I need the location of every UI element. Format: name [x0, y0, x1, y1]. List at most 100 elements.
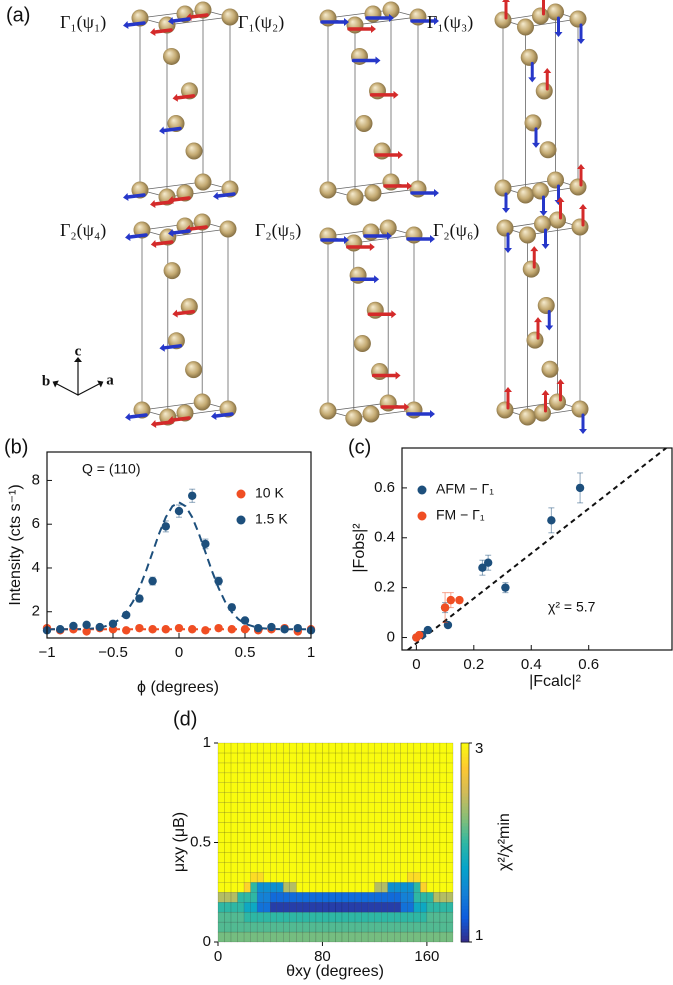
- heatmap-cell: [230, 742, 238, 754]
- heatmap-cell: [374, 872, 382, 883]
- heatmap-cell: [302, 872, 310, 883]
- heatmap-cell: [283, 792, 291, 803]
- arrow-head: [74, 357, 82, 362]
- heatmap-cell: [289, 792, 297, 803]
- arrow-head: [393, 90, 399, 99]
- heatmap-cell: [413, 892, 421, 903]
- atom: [319, 227, 337, 245]
- heatmap-cell: [217, 892, 225, 903]
- heatmap-cell: [283, 762, 291, 774]
- heatmap-cell: [341, 782, 349, 793]
- heatmap-cell: [335, 772, 343, 783]
- heatmap-cell: [407, 822, 415, 833]
- heatmap-cell: [302, 902, 310, 913]
- colorbar-step: [461, 759, 469, 764]
- heatmap-cell: [433, 852, 441, 863]
- arrow-head: [541, 244, 550, 249]
- heatmap-cell: [283, 862, 291, 873]
- heatmap-cell: [433, 872, 441, 883]
- heatmap-cell: [270, 742, 277, 754]
- heatmap-cell: [394, 782, 401, 793]
- heatmap-cell: [309, 822, 317, 833]
- heatmap-cell: [230, 872, 238, 883]
- heatmap-cell: [315, 902, 323, 913]
- colorbar-step: [461, 809, 469, 814]
- arrow-head: [395, 371, 401, 380]
- heatmap-cell: [446, 792, 454, 803]
- arrow-head: [168, 196, 174, 204]
- heatmap-cell: [256, 822, 264, 833]
- heatmap-cell: [296, 762, 304, 774]
- heatmap-cell: [289, 931, 297, 943]
- heatmap-cell: [380, 892, 388, 903]
- heatmap-cell: [289, 862, 297, 873]
- arrow-head: [579, 429, 587, 434]
- heatmap-cell: [367, 921, 375, 933]
- heatmap-cell: [270, 772, 277, 783]
- atom: [405, 226, 423, 244]
- heatmap-cell: [446, 742, 454, 754]
- heatmap-cell: [348, 762, 356, 774]
- atom: [362, 223, 380, 241]
- heatmap-cell: [283, 802, 291, 813]
- data-point: [547, 516, 556, 525]
- heatmap-cell: [263, 882, 271, 893]
- heatmap-cell: [250, 772, 258, 783]
- heatmap-cell: [230, 862, 238, 873]
- heatmap-cell: [243, 802, 251, 813]
- heatmap-cell: [270, 842, 277, 853]
- heatmap-cell: [361, 872, 369, 883]
- data-point: [446, 595, 456, 605]
- heatmap-cell: [433, 862, 441, 873]
- heatmap-cell: [237, 902, 245, 913]
- heatmap-cell: [243, 862, 251, 873]
- arrow-head: [168, 229, 174, 237]
- heatmap-cell: [322, 852, 330, 863]
- arrow-head: [528, 77, 537, 83]
- heatmap-cell: [328, 802, 336, 813]
- heatmap-cell: [296, 921, 304, 933]
- heatmap-cell: [407, 911, 415, 923]
- heatmap-cell: [413, 762, 421, 774]
- heatmap-cell: [341, 772, 349, 783]
- colorbar-step: [461, 852, 469, 857]
- atom: [345, 234, 363, 252]
- heatmap-cell: [341, 862, 349, 873]
- arrow-head: [391, 310, 397, 319]
- heatmap-cell: [335, 742, 343, 754]
- heatmap-cell: [400, 921, 408, 933]
- heatmap-cell: [341, 752, 349, 764]
- heatmap-cell: [413, 852, 421, 863]
- arrow-head: [532, 142, 540, 148]
- annotation: χ² = 5.7: [548, 599, 596, 615]
- heatmap-cell: [407, 752, 415, 764]
- heatmap-cell: [341, 762, 349, 774]
- colorbar-step: [461, 908, 469, 913]
- heatmap-cell: [394, 882, 401, 893]
- heatmap-cell: [302, 862, 310, 873]
- heatmap-cell: [289, 742, 297, 754]
- heatmap-cell: [230, 782, 238, 793]
- heatmap-cell: [380, 921, 388, 933]
- heatmap-cell: [348, 842, 356, 853]
- data-point: [148, 576, 157, 586]
- heatmap-cell: [348, 852, 356, 863]
- heatmap-cell: [217, 782, 225, 793]
- heatmap-cell: [309, 872, 317, 883]
- heatmap-cell: [341, 842, 349, 853]
- colorbar-step: [461, 796, 469, 800]
- y-tick-label: 0.6: [374, 479, 395, 496]
- heatmap-cell: [426, 822, 434, 833]
- heatmap-cell: [426, 852, 434, 863]
- heatmap-cell: [283, 931, 291, 943]
- y-tick-label: 1: [203, 734, 211, 751]
- heatmap-cell: [263, 832, 271, 843]
- colorbar-step: [461, 762, 469, 767]
- heatmap-cell: [328, 792, 336, 803]
- heatmap-cell: [413, 742, 421, 754]
- data-point: [174, 506, 184, 516]
- heatmap-cell: [380, 812, 388, 823]
- heatmap-cell: [439, 862, 447, 873]
- heatmap-cell: [302, 772, 310, 783]
- heatmap-cell: [420, 862, 428, 873]
